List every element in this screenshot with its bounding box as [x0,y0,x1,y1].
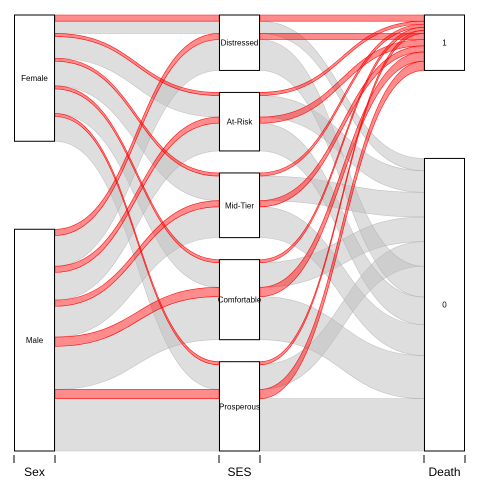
label-death-0: 0 [442,301,447,310]
label-sex-male: Male [26,336,44,345]
box-death-1 [424,14,465,71]
label-ses-mid-tier: Mid-Tier [225,201,254,210]
box-ses-distressed [219,14,260,71]
box-ses-prosperous [219,361,260,452]
label-ses-prosperous: Prosperous [219,402,260,411]
flow-layer [54,14,425,452]
axis-layer: Sex SES Death [13,455,466,479]
label-ses-distressed: Distressed [221,39,259,48]
axis-label-sex: Sex [24,465,45,479]
box-sex-male [14,228,55,452]
label-death-1: 1 [442,39,447,48]
category-box-layer: Female Male Distressed At-Risk Mid-Tier Comfo… [14,14,465,452]
label-ses-comfortable: Comfortable [218,296,262,305]
box-ses-at-risk [219,91,260,152]
box-ses-mid-tier [219,172,260,239]
box-ses-comfortable [219,259,260,341]
axis-label-ses: SES [227,465,251,479]
label-ses-at-risk: At-Risk [227,118,254,127]
box-sex-female [14,14,55,142]
axis-label-death: Death [428,465,460,479]
box-death-0 [424,157,465,452]
label-sex-female: Female [21,74,48,83]
